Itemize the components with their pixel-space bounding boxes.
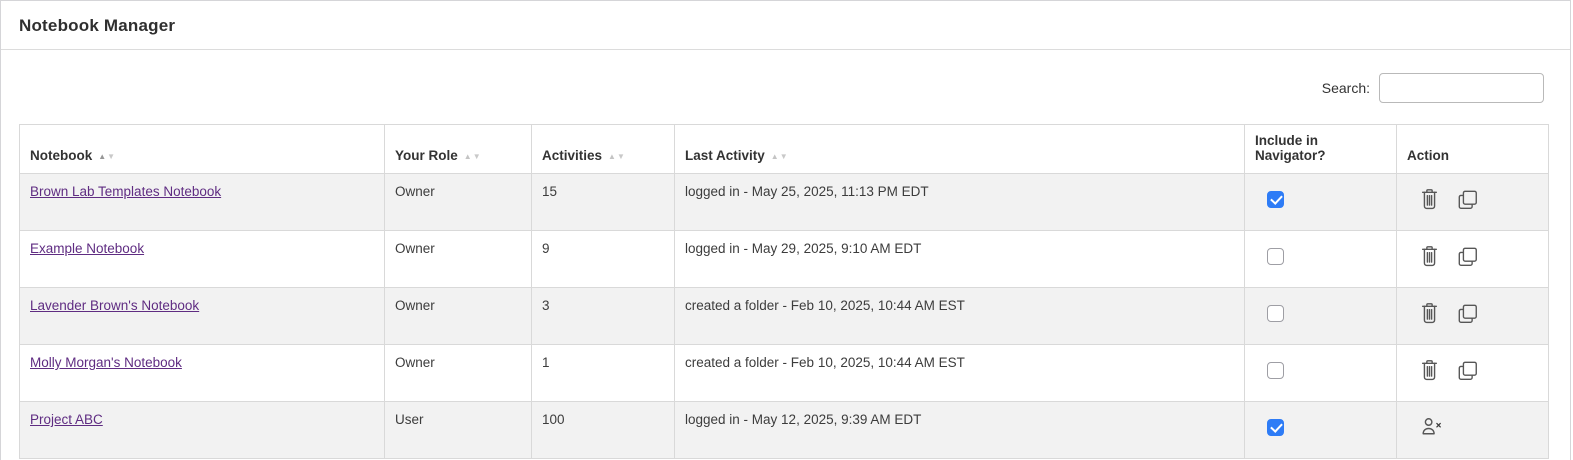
notebook-cell: Molly Morgan's Notebook — [19, 344, 385, 402]
copy-icon — [1457, 361, 1479, 385]
column-header-include-in-navigator: Include in Navigator? — [1244, 124, 1397, 174]
activities-cell: 3 — [531, 287, 675, 345]
delete-notebook-button[interactable] — [1419, 245, 1440, 271]
delete-notebook-button[interactable] — [1419, 359, 1440, 385]
include-cell — [1244, 287, 1397, 345]
notebook-cell: Lavender Brown's Notebook — [19, 287, 385, 345]
notebook-link[interactable]: Molly Morgan's Notebook — [30, 355, 182, 370]
person-x-icon — [1419, 418, 1444, 440]
column-header-activities[interactable]: Activities ▲▼ — [531, 124, 675, 174]
include-cell — [1244, 230, 1397, 288]
column-header-action: Action — [1396, 124, 1549, 174]
table-header-row: Notebook ▲▼ Your Role ▲▼ Activities ▲▼ Last… — [19, 124, 1549, 174]
notebook-cell: Project ABC — [19, 401, 385, 459]
page-header: Notebook Manager — [1, 1, 1570, 50]
action-cell — [1396, 287, 1549, 345]
role-cell: User — [384, 401, 532, 459]
remove-user-button[interactable] — [1419, 416, 1444, 440]
search-label: Search: — [1321, 80, 1370, 96]
activities-cell: 100 — [531, 401, 675, 459]
column-header-notebook[interactable]: Notebook ▲▼ — [19, 124, 385, 174]
table-row: Brown Lab Templates Notebook Owner 15 lo… — [19, 173, 1549, 231]
activities-cell: 1 — [531, 344, 675, 402]
delete-notebook-button[interactable] — [1419, 188, 1440, 214]
duplicate-notebook-button[interactable] — [1457, 246, 1479, 271]
role-cell: Owner — [384, 230, 532, 288]
copy-icon — [1457, 190, 1479, 214]
delete-notebook-button[interactable] — [1419, 302, 1440, 328]
trash-icon — [1419, 246, 1440, 271]
last-activity-cell: logged in - May 29, 2025, 9:10 AM EDT — [674, 230, 1245, 288]
sort-arrows-icon[interactable]: ▲▼ — [770, 152, 789, 161]
trash-icon — [1419, 303, 1440, 328]
notebook-link[interactable]: Brown Lab Templates Notebook — [30, 184, 222, 199]
column-header-last-activity[interactable]: Last Activity ▲▼ — [674, 124, 1245, 174]
duplicate-notebook-button[interactable] — [1457, 303, 1479, 328]
table-row: Molly Morgan's Notebook Owner 1 created … — [19, 344, 1549, 402]
action-cell — [1396, 230, 1549, 288]
table-row: Example Notebook Owner 9 logged in - May… — [19, 230, 1549, 288]
role-cell: Owner — [384, 173, 532, 231]
duplicate-notebook-button[interactable] — [1457, 189, 1479, 214]
trash-icon — [1419, 189, 1440, 214]
copy-icon — [1457, 304, 1479, 328]
duplicate-notebook-button[interactable] — [1457, 360, 1479, 385]
notebook-cell: Brown Lab Templates Notebook — [19, 173, 385, 231]
search-bar: Search: — [1, 73, 1544, 103]
copy-icon — [1457, 247, 1479, 271]
notebooks-table: Notebook ▲▼ Your Role ▲▼ Activities ▲▼ Last… — [19, 124, 1549, 459]
sort-arrows-icon[interactable]: ▲▼ — [608, 152, 626, 161]
action-cell — [1396, 401, 1549, 459]
trash-icon — [1419, 360, 1440, 385]
include-in-navigator-checkbox[interactable] — [1267, 419, 1284, 436]
notebook-cell: Example Notebook — [19, 230, 385, 288]
notebook-link[interactable]: Example Notebook — [30, 241, 145, 256]
role-cell: Owner — [384, 287, 532, 345]
include-cell — [1244, 173, 1397, 231]
activities-cell: 9 — [531, 230, 675, 288]
action-cell — [1396, 173, 1549, 231]
page-title: Notebook Manager — [19, 16, 176, 35]
action-cell — [1396, 344, 1549, 402]
include-in-navigator-checkbox[interactable] — [1267, 362, 1284, 379]
activities-cell: 15 — [531, 173, 675, 231]
last-activity-cell: logged in - May 12, 2025, 9:39 AM EDT — [674, 401, 1245, 459]
last-activity-cell: created a folder - Feb 10, 2025, 10:44 A… — [674, 344, 1245, 402]
search-input[interactable] — [1379, 73, 1544, 103]
include-in-navigator-checkbox[interactable] — [1267, 191, 1284, 208]
table-row: Project ABC User 100 logged in - May 12,… — [19, 401, 1549, 459]
include-cell — [1244, 401, 1397, 459]
notebook-link[interactable]: Lavender Brown's Notebook — [30, 298, 200, 313]
role-cell: Owner — [384, 344, 532, 402]
include-cell — [1244, 344, 1397, 402]
table-row: Lavender Brown's Notebook Owner 3 create… — [19, 287, 1549, 345]
sort-arrows-icon[interactable]: ▲▼ — [98, 152, 117, 161]
sort-arrows-icon[interactable]: ▲▼ — [463, 152, 482, 161]
last-activity-cell: created a folder - Feb 10, 2025, 10:44 A… — [674, 287, 1245, 345]
include-in-navigator-checkbox[interactable] — [1267, 248, 1284, 265]
column-header-your-role[interactable]: Your Role ▲▼ — [384, 124, 532, 174]
include-in-navigator-checkbox[interactable] — [1267, 305, 1284, 322]
notebook-link[interactable]: Project ABC — [30, 412, 103, 427]
last-activity-cell: logged in - May 25, 2025, 11:13 PM EDT — [674, 173, 1245, 231]
